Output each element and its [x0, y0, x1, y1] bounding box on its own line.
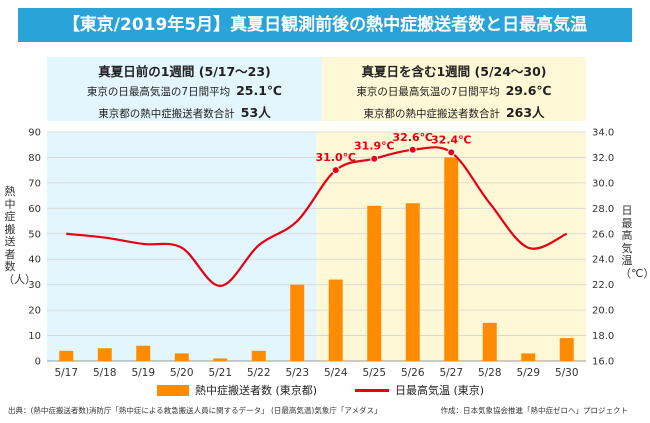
- left-tick-label: 50: [28, 229, 41, 240]
- bar-5-21: [213, 358, 228, 361]
- right-tick-label: 18.0: [592, 331, 614, 342]
- bar-5-28: [482, 322, 497, 361]
- x-tick-label: 5/25: [362, 367, 386, 379]
- left-tick-label: 40: [28, 255, 41, 266]
- bar-5-19: [136, 345, 151, 361]
- before-temp-label: 東京の日最高気温の7日間平均: [86, 86, 231, 98]
- legend-line-label: 日最高気温 (東京): [395, 384, 485, 397]
- right-axis-title: 日最高気温（℃）: [620, 204, 650, 280]
- x-tick-label: 5/17: [54, 367, 78, 379]
- x-tick-label: 5/18: [93, 367, 117, 379]
- bar-5-22: [251, 350, 266, 361]
- x-tick-label: 5/19: [131, 367, 155, 379]
- legend-bar-item: 熱中症搬送者数 (東京都): [157, 382, 317, 398]
- right-tick-label: 34.0: [592, 128, 614, 139]
- x-tick-label: 5/29: [516, 367, 540, 379]
- right-tick-label: 20.0: [592, 306, 614, 317]
- before-count-value: 53人: [240, 105, 271, 120]
- left-axis-title: 熱中症搬送者数（人）: [3, 185, 36, 286]
- after-temp-value: 29.6℃: [505, 83, 552, 98]
- x-tick-label: 5/28: [478, 367, 502, 379]
- right-tick-label: 22.0: [592, 280, 614, 291]
- temperature-point-5-26: [408, 145, 417, 154]
- bar-5-25: [367, 205, 382, 361]
- left-tick-label: 0: [35, 357, 41, 368]
- temperature-data-label: 31.9℃: [354, 140, 394, 153]
- temperature-data-label: 31.0℃: [316, 151, 356, 164]
- legend-bar-label: 熱中症搬送者数 (東京都): [195, 384, 318, 397]
- before-count-label: 東京都の熱中症搬送者数合計: [98, 108, 235, 120]
- left-tick-label: 90: [28, 128, 41, 139]
- bar-5-26: [405, 203, 420, 361]
- bar-5-23: [290, 284, 305, 361]
- x-tick-label: 5/21: [208, 367, 232, 379]
- before-week-panel: 真夏日前の1週間 (5/17〜23) 東京の日最高気温の7日間平均 25.1℃ 東…: [47, 57, 322, 121]
- source-note: 出典：(熱中症搬送者数)消防庁「熱中症による救急搬送人員に関するデータ」 (日最…: [8, 406, 382, 415]
- before-temp-value: 25.1℃: [236, 83, 283, 98]
- x-tick-label: 5/23: [285, 367, 309, 379]
- left-tick-label: 70: [28, 178, 41, 189]
- bar-5-30: [559, 338, 574, 361]
- before-temp-average: 東京の日最高気温の7日間平均 25.1℃: [47, 83, 322, 99]
- bar-5-20: [174, 353, 189, 361]
- right-tick-label: 16.0: [592, 357, 614, 368]
- temperature-point-5-24: [331, 166, 340, 175]
- temperature-point-5-27: [447, 148, 456, 157]
- temperature-point-5-25: [370, 154, 379, 163]
- before-week-title: 真夏日前の1週間 (5/17〜23): [98, 64, 271, 79]
- right-tick-label: 24.0: [592, 255, 614, 266]
- right-tick-label: 30.0: [592, 178, 614, 189]
- temperature-line: [66, 146, 568, 288]
- after-temp-label: 東京の日最高気温の7日間平均: [356, 86, 500, 98]
- credit-note: 作成：日本気象協会推進「熱中症ゼロへ」プロジェクト: [440, 406, 629, 415]
- bar-5-27: [444, 157, 459, 361]
- before-count-total: 東京都の熱中症搬送者数合計 53人: [47, 102, 322, 121]
- legend-bar-swatch: [157, 384, 189, 396]
- right-tick-label: 28.0: [592, 204, 614, 215]
- legend-line-swatch: [355, 388, 389, 392]
- legend-line-item: 日最高気温 (東京): [355, 382, 484, 398]
- period-shading-0: [47, 132, 317, 361]
- x-tick-label: 5/27: [439, 367, 463, 379]
- after-count-total: 東京都の熱中症搬送者数合計 263人: [322, 102, 586, 121]
- after-count-label: 東京都の熱中症搬送者数合計: [363, 108, 500, 120]
- after-week-panel: 真夏日を含む1週間 (5/24〜30) 東京の日最高気温の7日間平均 29.6℃ …: [322, 57, 586, 121]
- temperature-data-label: 32.4℃: [431, 133, 471, 146]
- after-temp-average: 東京の日最高気温の7日間平均 29.6℃: [322, 83, 586, 99]
- left-tick-label: 60: [28, 204, 41, 215]
- temperature-data-label: 32.6℃: [393, 131, 433, 144]
- after-count-value: 263人: [505, 105, 545, 120]
- x-tick-label: 5/26: [401, 367, 425, 379]
- right-tick-label: 32.0: [592, 153, 614, 164]
- bar-5-24: [328, 279, 343, 361]
- left-tick-label: 10: [28, 331, 41, 342]
- left-tick-label: 80: [28, 153, 41, 164]
- bar-5-18: [97, 348, 112, 361]
- bar-5-17: [59, 350, 74, 361]
- bar-5-29: [521, 353, 536, 361]
- x-tick-label: 5/24: [324, 367, 348, 379]
- after-week-title: 真夏日を含む1週間 (5/24〜30): [361, 64, 547, 79]
- chart-title: 【東京/2019年5月】真夏日観測前後の熱中症搬送者数と日最高気温: [18, 8, 632, 42]
- left-tick-label: 30: [28, 280, 41, 291]
- left-tick-label: 20: [28, 306, 41, 317]
- x-tick-label: 5/20: [170, 367, 194, 379]
- x-tick-label: 5/30: [555, 367, 579, 379]
- right-tick-label: 26.0: [592, 229, 614, 240]
- x-tick-label: 5/22: [247, 367, 271, 379]
